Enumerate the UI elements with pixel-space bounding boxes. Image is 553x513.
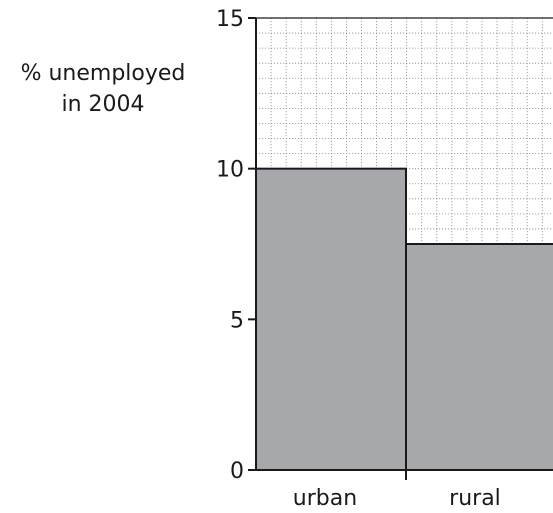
x-tick-label-rural: rural [449,486,501,511]
y-tick-label-10: 10 [216,158,244,183]
y-tick-label-5: 5 [230,308,244,333]
bar-rural [405,243,553,471]
bars-layer [255,167,553,472]
bar-urban [255,167,407,472]
y-tick-label-15: 15 [216,7,244,32]
y-axis-label-line-2: in 2004 [61,92,144,117]
x-tick-label-urban: urban [293,486,357,511]
axis-layer: urban rural 0 5 10 15 [216,7,553,511]
y-tick-label-0: 0 [230,459,244,484]
y-axis-label-line-1: % unemployed [21,61,186,86]
